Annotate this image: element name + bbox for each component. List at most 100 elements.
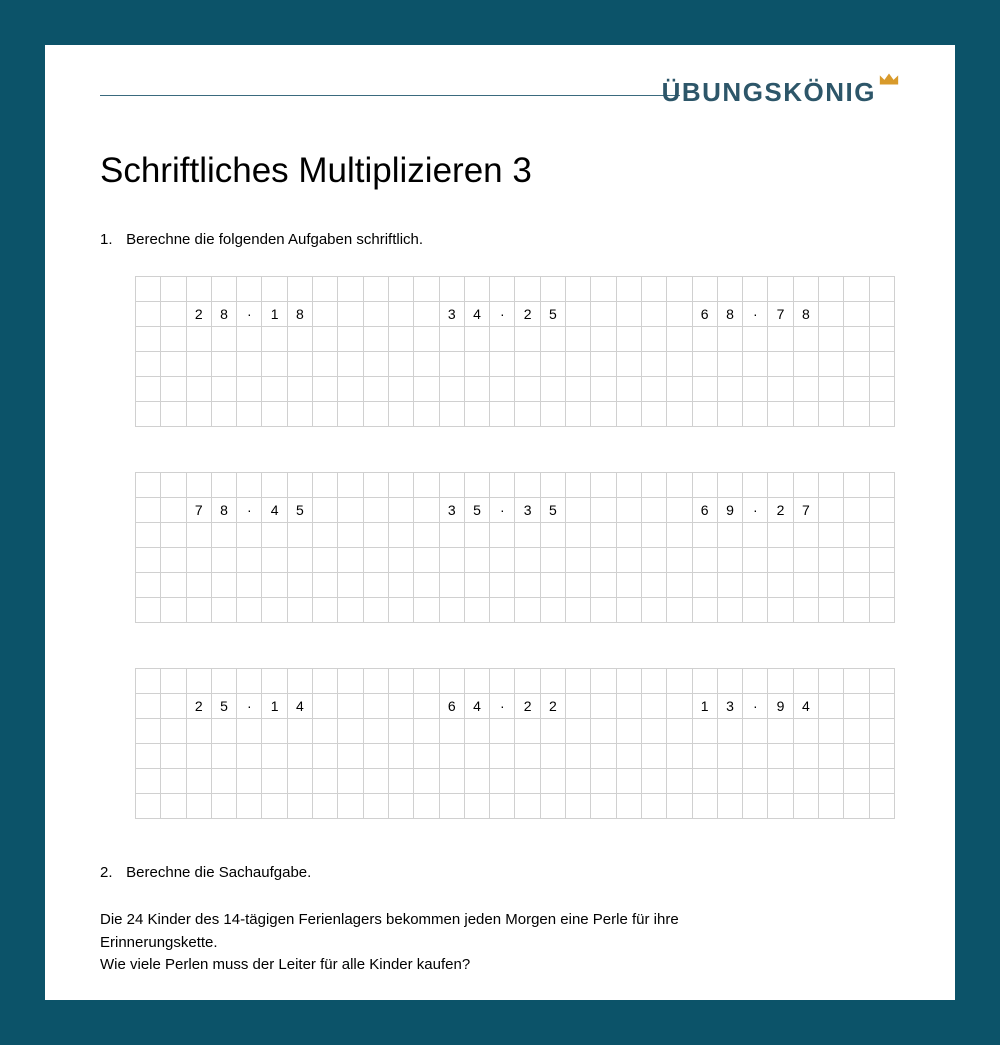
grid-cell <box>869 719 894 744</box>
grid-cell <box>641 302 666 327</box>
grid-cell <box>566 352 591 377</box>
grid-cell <box>743 794 768 819</box>
grid-cell <box>287 352 312 377</box>
grid-cell: 8 <box>793 302 818 327</box>
grid-cell <box>667 352 692 377</box>
grid-cell: · <box>490 302 515 327</box>
grid-cell <box>743 327 768 352</box>
grid-cell <box>490 352 515 377</box>
grid-cell <box>490 277 515 302</box>
grid-cell <box>844 352 869 377</box>
grid-cell <box>717 598 742 623</box>
worksheet-page: ÜBUNGSKÖNIG Schriftliches Multiplizieren… <box>45 45 955 1000</box>
grid-cell <box>136 548 161 573</box>
grid-cell <box>743 523 768 548</box>
grid-cell <box>262 523 287 548</box>
grid-cell <box>743 277 768 302</box>
grid-cell <box>566 523 591 548</box>
grid-cell <box>869 473 894 498</box>
grid-cell <box>591 473 616 498</box>
grid-cell <box>414 794 439 819</box>
grid-cell <box>262 719 287 744</box>
grid-cell <box>616 548 641 573</box>
grid-cell <box>161 277 186 302</box>
grid-cell <box>262 352 287 377</box>
grid-cell <box>844 277 869 302</box>
grid-cell <box>844 402 869 427</box>
grid-cell <box>237 402 262 427</box>
grid-cell <box>414 669 439 694</box>
grid-cell <box>641 769 666 794</box>
grid-cell <box>313 744 338 769</box>
grid-cell <box>717 769 742 794</box>
grid-cell <box>490 669 515 694</box>
grid-cell <box>667 327 692 352</box>
grid-cell <box>591 402 616 427</box>
grid-cell <box>211 327 236 352</box>
grid-cell <box>667 377 692 402</box>
grid-cell <box>641 498 666 523</box>
grid-cell: · <box>237 694 262 719</box>
grid-cell <box>869 327 894 352</box>
grid-cell <box>388 669 413 694</box>
grid-cell <box>464 277 489 302</box>
grid-cell: 2 <box>768 498 793 523</box>
grid-cell <box>439 719 464 744</box>
grid-cell <box>793 719 818 744</box>
grid-cell <box>464 327 489 352</box>
grid-cell: 2 <box>540 694 565 719</box>
grid-cell <box>186 523 211 548</box>
grid-cell <box>743 548 768 573</box>
grid-cell <box>313 277 338 302</box>
grid-cell <box>692 352 717 377</box>
grid-cell <box>161 719 186 744</box>
grid-cell <box>540 598 565 623</box>
grid-cell <box>490 327 515 352</box>
grid-cell <box>262 473 287 498</box>
grid-cell <box>819 548 844 573</box>
grid-cell <box>641 352 666 377</box>
grid-cell <box>819 598 844 623</box>
grid-cell <box>136 598 161 623</box>
grid-cell <box>641 744 666 769</box>
grid-block: 25·1464·2213·94 <box>135 668 900 819</box>
grid-cell <box>844 327 869 352</box>
grid-cell <box>211 402 236 427</box>
grid-cell <box>869 573 894 598</box>
grid-cell <box>161 598 186 623</box>
grid-cell <box>566 794 591 819</box>
grid-cell <box>363 473 388 498</box>
grid-cell <box>515 473 540 498</box>
grid-cell: · <box>743 498 768 523</box>
grid-cell <box>388 548 413 573</box>
grid-cell <box>338 523 363 548</box>
grid-cell <box>388 794 413 819</box>
grid-cell <box>363 573 388 598</box>
grid-cell: 6 <box>439 694 464 719</box>
grid-cell <box>667 302 692 327</box>
grid-cell <box>211 352 236 377</box>
grid-cell <box>237 669 262 694</box>
grid-cell <box>388 498 413 523</box>
grid-cell <box>186 573 211 598</box>
grid-cell <box>641 548 666 573</box>
grid-cell <box>616 377 641 402</box>
grid-cell: 5 <box>540 302 565 327</box>
grid-cell <box>363 302 388 327</box>
grid-cell <box>768 719 793 744</box>
grid-cell <box>869 302 894 327</box>
grid-block: 28·1834·2568·78 <box>135 276 900 427</box>
grid-cell <box>819 744 844 769</box>
grid-cell <box>566 598 591 623</box>
grid-cell: 4 <box>287 694 312 719</box>
grid-cell <box>844 598 869 623</box>
grid-cell <box>414 573 439 598</box>
grid-cell <box>287 794 312 819</box>
grid-cell <box>819 794 844 819</box>
grid-cell <box>616 694 641 719</box>
grid-cell <box>819 573 844 598</box>
grid-cell <box>161 523 186 548</box>
grid-cell <box>237 548 262 573</box>
grid-cell <box>338 794 363 819</box>
grid-cell <box>844 548 869 573</box>
